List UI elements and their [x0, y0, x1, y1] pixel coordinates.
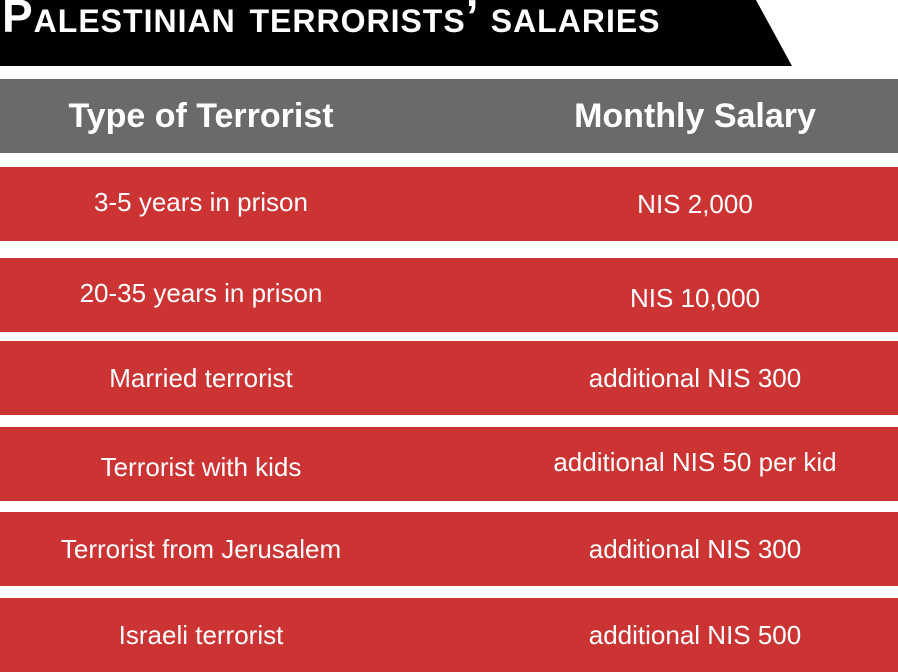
row-salary-cell: additional NIS 300	[588, 362, 802, 393]
row-type-cell: Terrorist with kids	[100, 451, 302, 482]
header-monthly-salary: Monthly Salary	[574, 96, 816, 135]
row-salary-cell: NIS 10,000	[629, 282, 761, 313]
table-row: 20-35 years in prison NIS 10,000	[0, 258, 898, 332]
title-banner: Palestinian terrorists’ salaries	[0, 0, 792, 66]
row-type-cell: Married terrorist	[109, 362, 293, 393]
row-salary-cell: additional NIS 300	[588, 533, 802, 564]
table-row: Terrorist with kids additional NIS 50 pe…	[0, 427, 898, 501]
table-row: Terrorist from Jerusalem additional NIS …	[0, 512, 898, 586]
row-type-cell: 3-5 years in prison	[94, 186, 308, 217]
table-header-row: Type of Terrorist Monthly Salary	[0, 79, 898, 153]
row-salary-cell: additional NIS 500	[588, 619, 802, 650]
header-type-of-terrorist: Type of Terrorist	[68, 96, 334, 135]
row-type-cell: 20-35 years in prison	[79, 277, 323, 308]
table-row: Israeli terrorist additional NIS 500	[0, 598, 898, 672]
page-title: Palestinian terrorists’ salaries	[2, 0, 661, 42]
row-type-cell: Israeli terrorist	[118, 619, 284, 650]
table-row: Married terrorist additional NIS 300	[0, 341, 898, 415]
row-salary-cell: NIS 2,000	[637, 188, 753, 219]
row-salary-cell: additional NIS 50 per kid	[553, 446, 837, 477]
row-type-cell: Terrorist from Jerusalem	[60, 533, 342, 564]
table-row: 3-5 years in prison NIS 2,000	[0, 167, 898, 241]
